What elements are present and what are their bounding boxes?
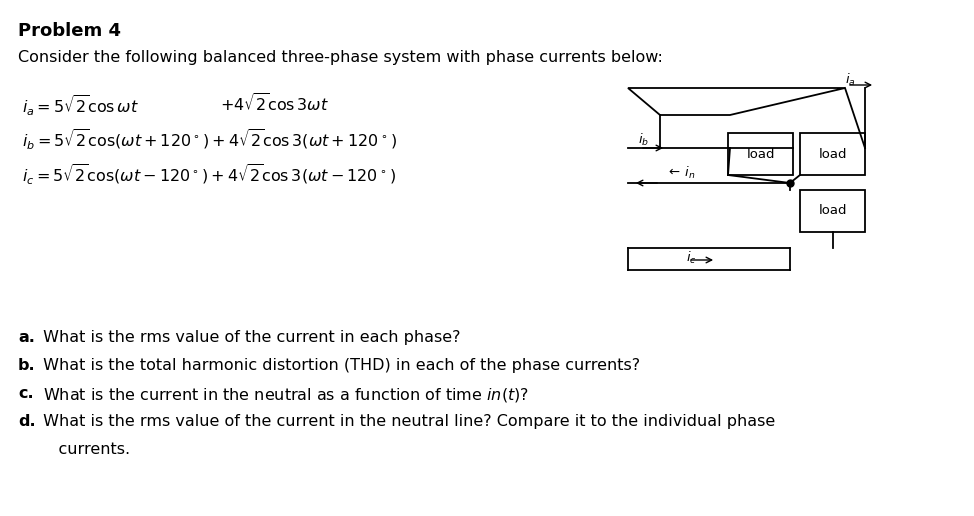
- Text: $i_b = 5\sqrt{2}\cos(\omega t + 120^\circ) + 4\sqrt{2}\cos 3(\omega t + 120^\cir: $i_b = 5\sqrt{2}\cos(\omega t + 120^\cir…: [22, 128, 397, 152]
- Text: $\leftarrow\, i_n$: $\leftarrow\, i_n$: [666, 165, 695, 181]
- Text: load: load: [818, 148, 846, 160]
- Text: c.: c.: [18, 386, 34, 401]
- Text: d.: d.: [18, 414, 36, 429]
- Text: What is the rms value of the current in each phase?: What is the rms value of the current in …: [38, 330, 461, 345]
- Text: Consider the following balanced three-phase system with phase currents below:: Consider the following balanced three-ph…: [18, 50, 663, 65]
- Text: $i_a = 5\sqrt{2}\cos\omega t$: $i_a = 5\sqrt{2}\cos\omega t$: [22, 93, 139, 118]
- Text: b.: b.: [18, 358, 36, 373]
- Text: $i_c$: $i_c$: [686, 250, 696, 266]
- Text: $i_b$: $i_b$: [638, 132, 649, 148]
- Text: $i_a$: $i_a$: [845, 72, 856, 88]
- Text: Problem 4: Problem 4: [18, 22, 121, 40]
- Text: currents.: currents.: [38, 442, 131, 457]
- Text: $i_c = 5\sqrt{2}\cos(\omega t - 120^\circ) + 4\sqrt{2}\cos 3(\omega t - 120^\cir: $i_c = 5\sqrt{2}\cos(\omega t - 120^\cir…: [22, 163, 396, 187]
- Text: What is the current in the neutral as a function of time $in(t)$?: What is the current in the neutral as a …: [38, 386, 529, 404]
- Text: load: load: [746, 148, 774, 160]
- Text: What is the rms value of the current in the neutral line? Compare it to the indi: What is the rms value of the current in …: [38, 414, 775, 429]
- Bar: [800, 190, 865, 232]
- Text: What is the total harmonic distortion (THD) in each of the phase currents?: What is the total harmonic distortion (T…: [38, 358, 640, 373]
- Text: a.: a.: [18, 330, 35, 345]
- Text: $+4\sqrt{2}\cos 3\omega t$: $+4\sqrt{2}\cos 3\omega t$: [220, 93, 329, 115]
- Bar: [800, 133, 865, 175]
- Bar: [728, 133, 793, 175]
- Text: load: load: [818, 204, 846, 218]
